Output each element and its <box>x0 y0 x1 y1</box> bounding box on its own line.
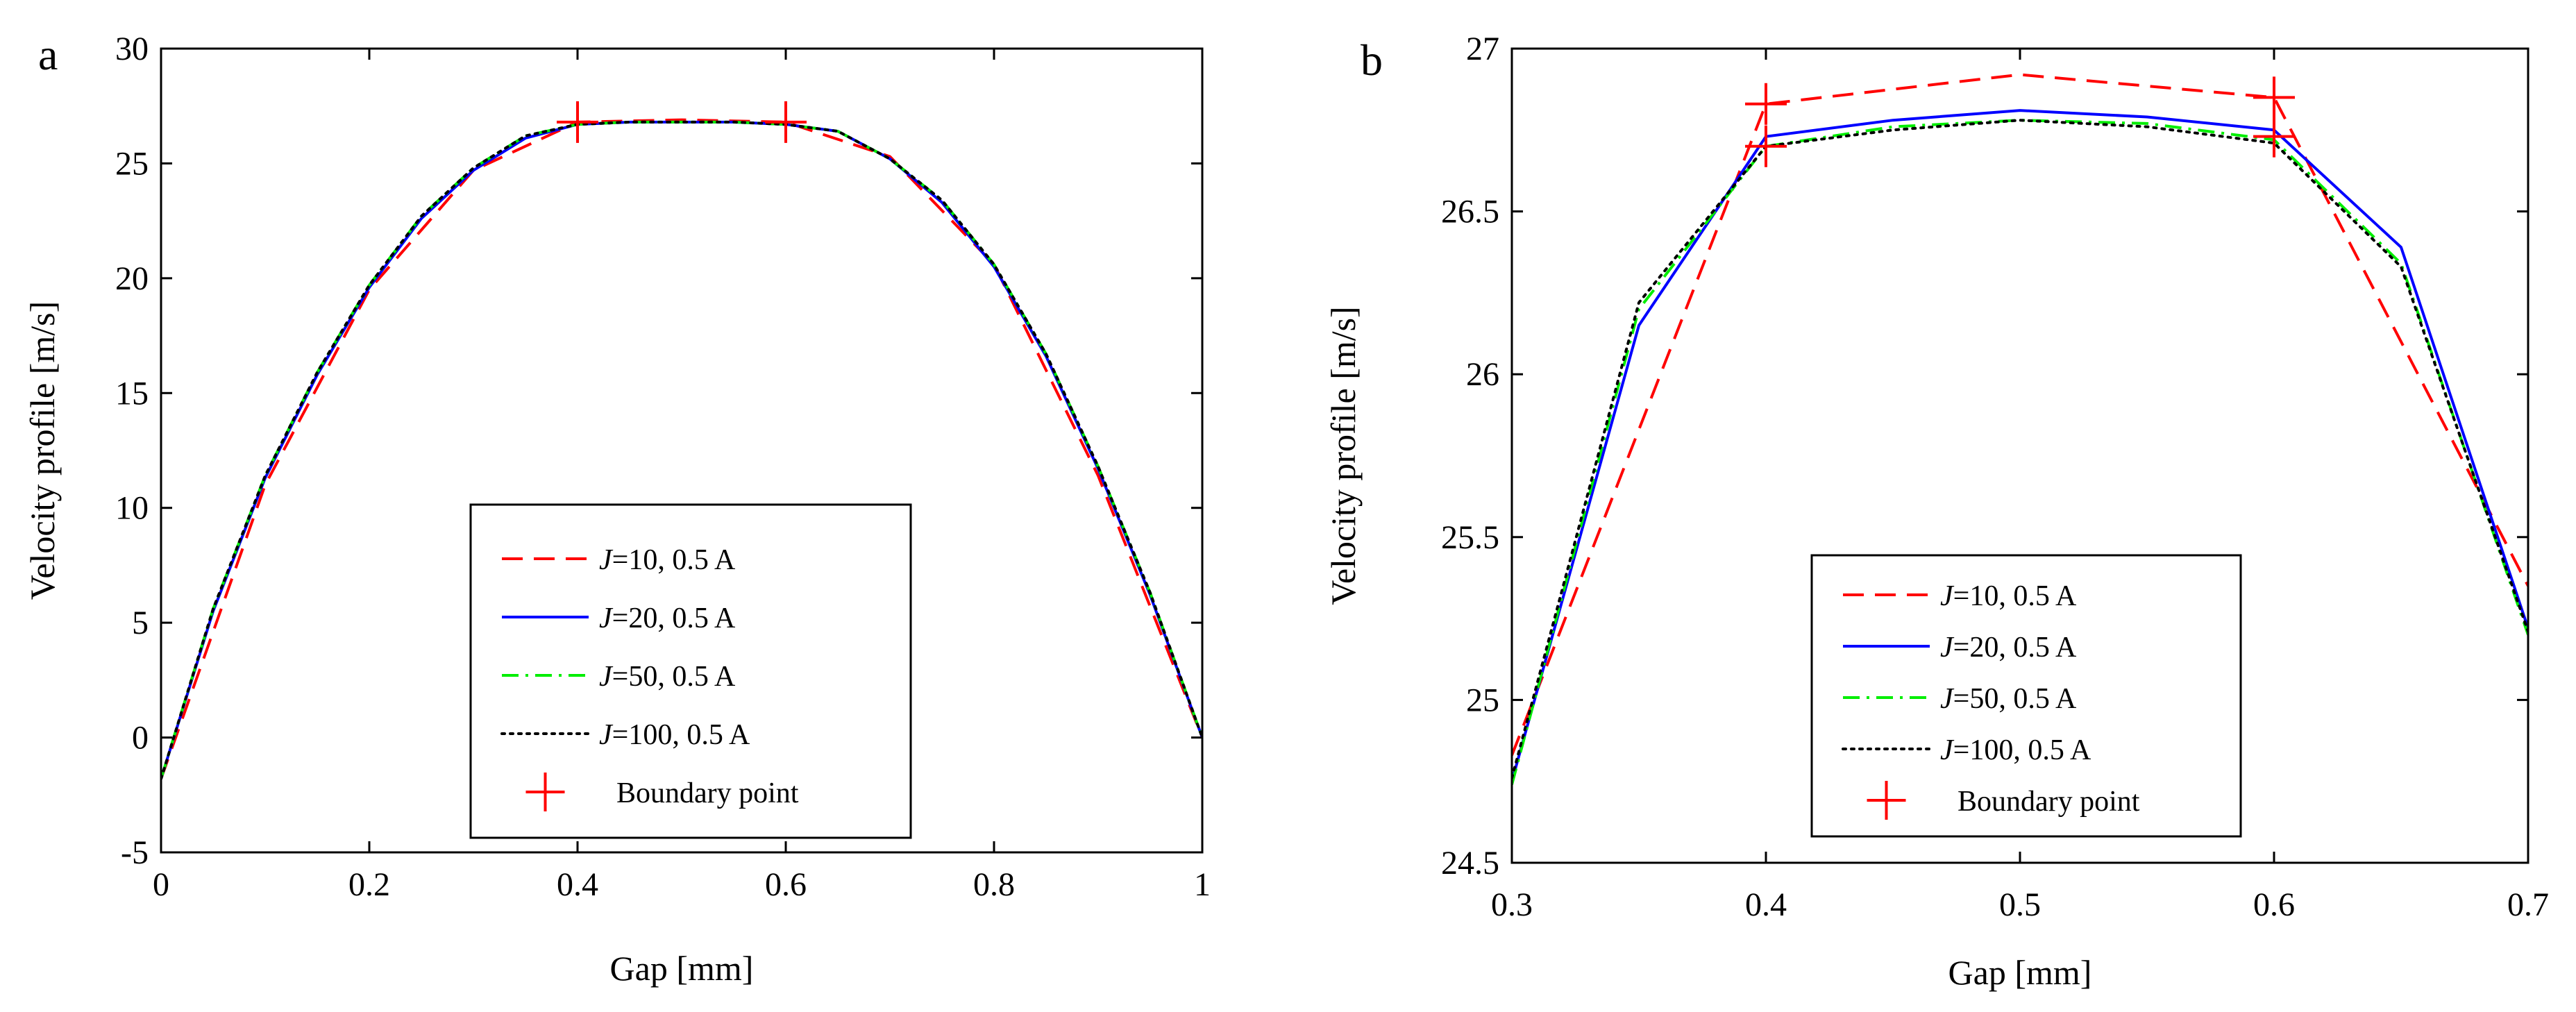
axes-frame <box>160 47 1204 854</box>
legend-label-1: J=10, 0.5 A <box>1940 580 2077 612</box>
y-axis-label: Velocity profile [m/s] <box>1324 306 1363 605</box>
legend-swatch-boundary <box>1867 781 1906 820</box>
boundary-point-marker <box>2253 115 2295 158</box>
x-tick-label: 0.4 <box>557 866 598 903</box>
y-tick-label: 20 <box>115 260 149 297</box>
series-group <box>1512 73 2528 785</box>
y-axis-label: Velocity profile [m/s] <box>23 301 62 600</box>
y-tick-label: 0 <box>132 720 149 757</box>
legend-label-boundary: Boundary point <box>1958 786 2140 818</box>
y-tick-label: 26.5 <box>1441 194 1499 230</box>
series-line-4 <box>161 120 1202 781</box>
boundary-point-marker <box>1745 83 1787 125</box>
y-tick-label: 25 <box>1466 682 1499 718</box>
legend: J=10, 0.5 A J=20, 0.5 A J=50, 0.5 A J=100, … <box>1810 554 2242 838</box>
x-tick-label: 0.4 <box>1745 886 1787 923</box>
boundary-point-marker <box>1745 125 1787 167</box>
series-group <box>161 118 1202 781</box>
x-tick-label: 0.7 <box>2507 886 2549 923</box>
legend-label-2: J=20, 0.5 A <box>599 602 736 634</box>
boundary-point-marker <box>2253 76 2295 119</box>
y-tick-label: 26 <box>1466 356 1499 393</box>
x-tick-label: 0.5 <box>1999 886 2041 923</box>
y-tick-label: -5 <box>121 834 149 871</box>
legend-box <box>1810 554 2242 838</box>
legend: J=10, 0.5 A J=20, 0.5 A J=50, 0.5 A J=100, … <box>469 503 912 839</box>
x-axis-label: Gap [mm] <box>610 949 754 988</box>
legend-label-3: J=50, 0.5 A <box>599 661 736 693</box>
series-line-2 <box>1512 109 2528 782</box>
series-line-1 <box>1512 73 2528 756</box>
panel-b: b 0.3 0.4 0.5 0.6 0.7 24.5 25 25.5 26 26.5 27 Gap [m… <box>1324 31 2549 992</box>
y-tick-label: 24.5 <box>1441 845 1499 882</box>
legend-label-3: J=50, 0.5 A <box>1940 683 2077 715</box>
panel-letter: b <box>1361 35 1383 85</box>
x-tick-label: 0.8 <box>973 866 1015 903</box>
y-tick-label: 15 <box>115 375 149 412</box>
legend-label-2: J=20, 0.5 A <box>1940 632 2077 664</box>
x-tick-label: 0.3 <box>1491 886 1533 923</box>
legend-label-1: J=10, 0.5 A <box>599 544 736 576</box>
y-tick-label: 10 <box>115 490 149 527</box>
panel-letter: a <box>38 30 58 79</box>
y-tick-label: 25.5 <box>1441 519 1499 556</box>
y-tick-label: 27 <box>1466 31 1499 67</box>
boundary-point-marker <box>765 101 807 143</box>
series-line-1 <box>161 118 1202 779</box>
x-tick-label: 0.2 <box>348 866 390 903</box>
y-tick-label: 5 <box>132 605 149 641</box>
y-tick-label: 30 <box>115 31 149 67</box>
boundary-point-marker <box>557 101 598 143</box>
legend-label-boundary: Boundary point <box>616 777 799 809</box>
x-tick-label: 0 <box>153 866 169 903</box>
legend-label-4: J=100, 0.5 A <box>1940 734 2091 766</box>
legend-swatch-boundary <box>525 773 565 811</box>
series-line-4 <box>1512 119 2528 779</box>
y-tick-label: 25 <box>115 145 149 182</box>
legend-label-4: J=100, 0.5 A <box>599 719 750 751</box>
x-tick-label: 0.6 <box>2253 886 2295 923</box>
x-tick-label: 0.6 <box>765 866 807 903</box>
x-axis-label: Gap [mm] <box>1948 953 2092 992</box>
x-tick-label: 1 <box>1194 866 1211 903</box>
